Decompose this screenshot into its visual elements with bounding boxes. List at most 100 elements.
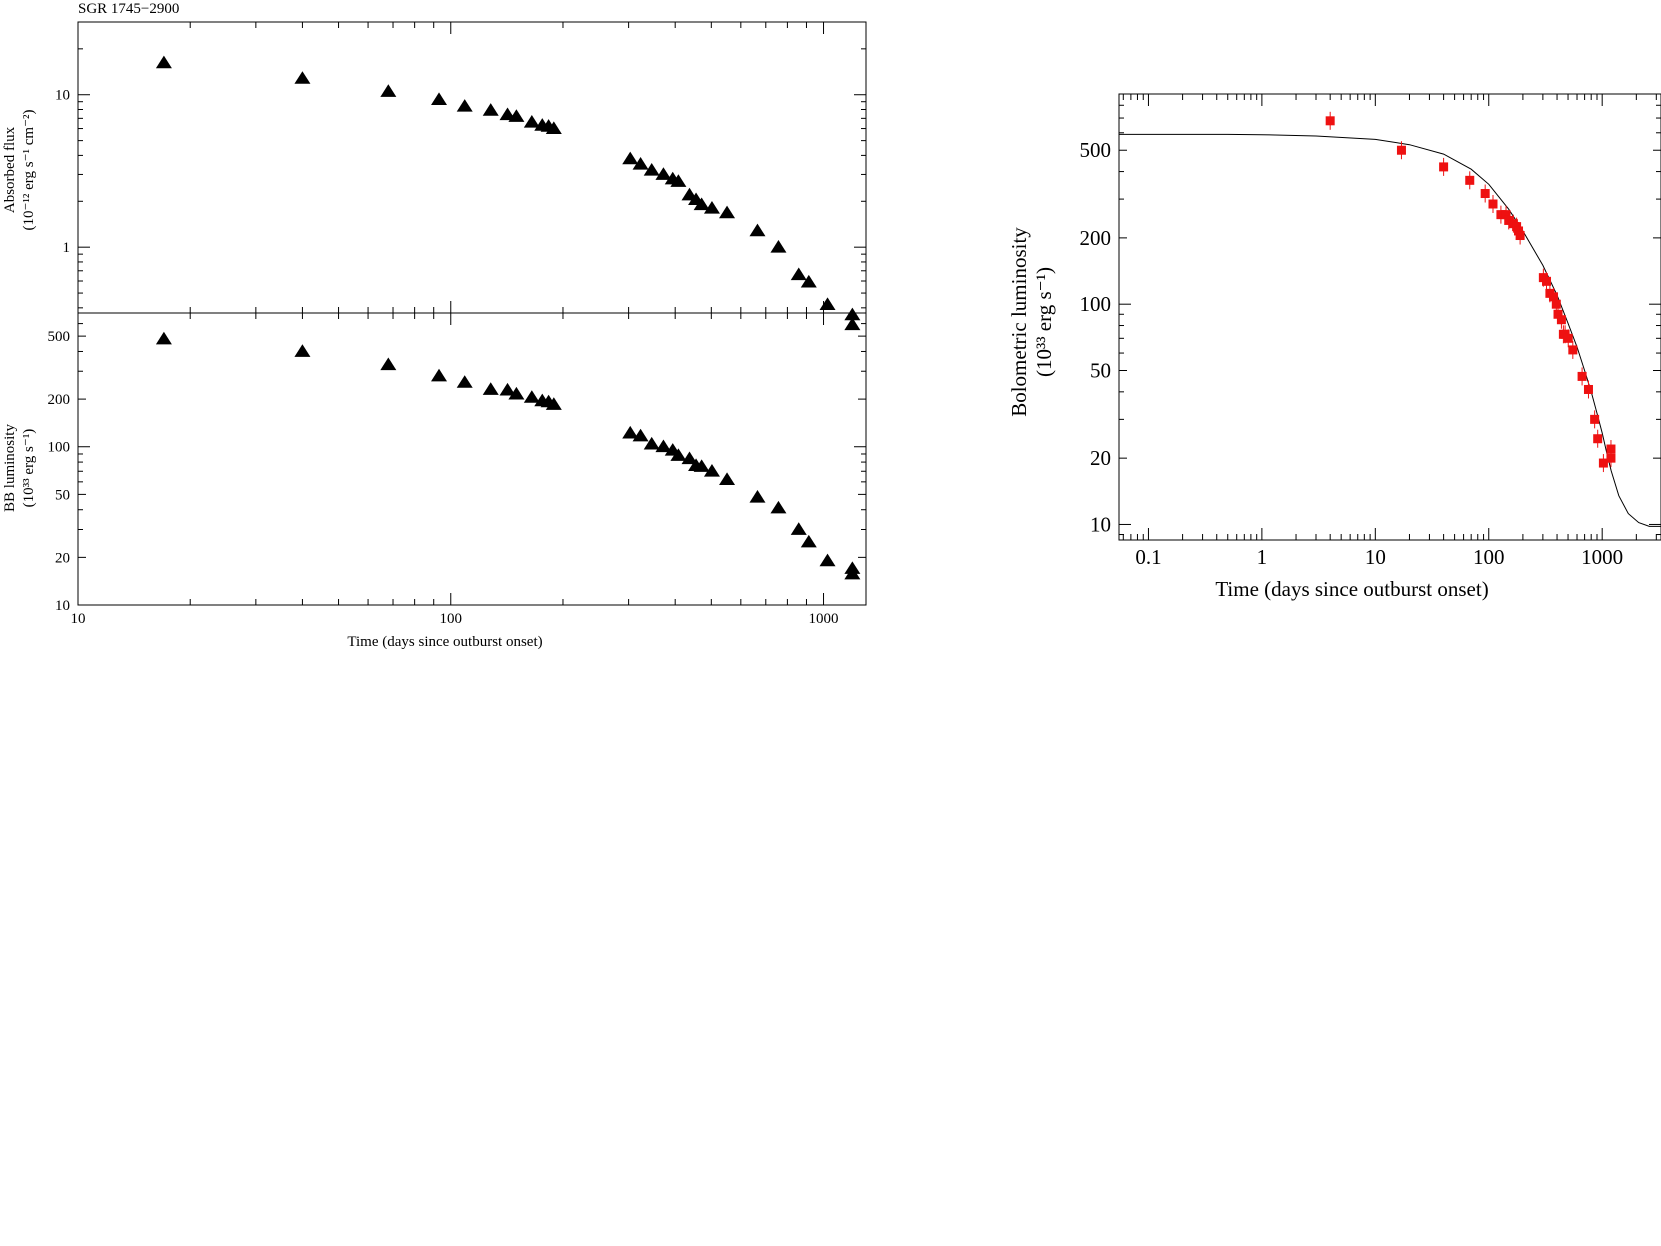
flux-data-point [670, 174, 687, 187]
bb-data-point [632, 428, 649, 442]
bol-data-point [1480, 189, 1490, 199]
bol-data-point [1501, 210, 1511, 220]
bb-data-point [800, 534, 817, 548]
bol-y-tick-label: 50 [1090, 358, 1111, 382]
flux-data-point [844, 317, 861, 331]
bol-y-label-title: Bolometric luminosity [1007, 227, 1031, 417]
flux-data-point [431, 92, 448, 105]
bol-y-tick-label: 20 [1090, 446, 1111, 470]
flux-y-axis-label: Absorbed flux (10⁻¹² erg s⁻¹ cm⁻²) [2, 109, 37, 230]
bb-data-point [749, 489, 766, 503]
bol-data-point [1439, 162, 1449, 172]
bb-y-tick-label: 500 [48, 329, 71, 345]
bol-x-tick-label: 0.1 [1135, 545, 1161, 569]
flux-data-point [499, 107, 516, 121]
bol-y-tick-label: 10 [1090, 512, 1111, 536]
flux-data-point [844, 307, 861, 321]
flux-axes: 1 10 [55, 21, 867, 314]
bb-x-axis-label: Time (days since outburst onset) [347, 634, 542, 650]
bol-y-tick-label: 500 [1080, 138, 1112, 162]
bol-x-tick-label: 1000 [1581, 545, 1623, 569]
bb-data-point [155, 331, 172, 345]
bb-data-point [622, 425, 639, 439]
bb-luminosity-panel: 10 100 1000 10 20 50 100 200 500 BB luminosity (… [2, 312, 867, 650]
bol-data-point [1563, 333, 1573, 343]
flux-data-point [482, 103, 499, 116]
flux-data-point [508, 109, 525, 122]
bb-data-point [681, 451, 698, 465]
bb-data-point [719, 472, 736, 485]
source-title: SGR 1745−2900 [78, 1, 179, 17]
bb-y-axis-label: BB luminosity (10³³ erg s⁻¹) [2, 424, 37, 512]
bol-x-tick-label: 100 [1473, 545, 1505, 569]
flux-data-point [155, 55, 172, 69]
bol-y-axis-label: Bolometric luminosity (10³³ erg s⁻¹) [1007, 227, 1056, 417]
bol-x-tick-label: 1 [1257, 545, 1268, 569]
flux-data-point [655, 167, 672, 180]
bol-data-point [1593, 434, 1603, 444]
flux-y-tick-label: 1 [63, 240, 71, 256]
bol-x-axis-label: Time (days since outburst onset) [1215, 577, 1488, 601]
bol-data-point [1488, 199, 1498, 209]
bolometric-luminosity-panel: 0.1 1 10 100 1000 10 20 50 100 200 500 Bolometric … [1007, 93, 1661, 601]
bb-data-point [643, 436, 660, 450]
bb-data-point [523, 390, 540, 403]
flux-data-point [790, 267, 807, 281]
bb-y-tick-label: 50 [55, 487, 70, 503]
flux-series [155, 55, 861, 331]
bol-data-point [1542, 276, 1552, 286]
flux-plot-frame [77, 21, 867, 314]
bol-data-point [1514, 226, 1524, 236]
flux-data-point [456, 99, 473, 112]
bb-data-point [294, 344, 311, 357]
bol-data-point [1551, 299, 1561, 309]
flux-data-point [819, 297, 836, 311]
bol-data-point [1606, 444, 1616, 454]
bol-plot-frame [1118, 93, 1661, 541]
bol-y-tick-label: 100 [1080, 292, 1112, 316]
bb-data-point [703, 464, 720, 477]
bb-data-point [380, 357, 397, 371]
model-curve-group [1119, 133, 1661, 527]
bol-data-point [1598, 458, 1608, 468]
bb-x-tick-label: 100 [440, 611, 463, 627]
bol-data-point [1496, 210, 1506, 220]
bol-data-point [1396, 145, 1406, 155]
flux-data-point [719, 205, 736, 219]
bb-data-point [790, 522, 807, 535]
bb-data-point [819, 553, 836, 567]
flux-y-tick-label: 10 [55, 88, 70, 104]
bb-plot-frame [77, 312, 867, 606]
bol-axes: 0.1 1 10 100 1000 10 20 50 100 200 500 [1080, 93, 1661, 569]
bol-data-point [1553, 309, 1563, 319]
bb-data-point [482, 382, 499, 395]
flux-data-point [643, 162, 660, 176]
flux-y-label-units: (10⁻¹² erg s⁻¹ cm⁻²) [21, 109, 37, 230]
bb-y-tick-label: 100 [48, 440, 71, 456]
bb-data-point [508, 386, 525, 400]
bol-data-point [1504, 215, 1514, 225]
bb-y-tick-label: 10 [55, 598, 70, 614]
bol-y-label-units: (10³³ erg s⁻¹) [1032, 267, 1056, 377]
bb-data-point [499, 382, 516, 396]
bb-axes: 10 100 1000 10 20 50 100 200 500 [48, 312, 867, 627]
bb-x-tick-label: 1000 [809, 611, 839, 627]
bol-x-tick-label: 10 [1365, 545, 1386, 569]
flux-data-point [294, 71, 311, 84]
bb-data-point [456, 375, 473, 388]
bb-y-tick-label: 20 [55, 550, 70, 566]
bol-data-point [1465, 175, 1475, 185]
flux-data-point [632, 157, 649, 170]
flux-data-point [622, 151, 639, 165]
flux-data-point [523, 115, 540, 128]
flux-data-point [770, 239, 787, 253]
bb-data-point [655, 439, 672, 453]
absorbed-flux-panel: 1 10 Absorbed flux (10⁻¹² erg s⁻¹ cm⁻²) [2, 21, 867, 331]
bol-y-tick-label: 200 [1080, 226, 1112, 250]
bol-data-point [1515, 231, 1525, 241]
flux-data-point [380, 84, 397, 97]
bol-data-point [1577, 371, 1587, 381]
bb-y-label-units: (10³³ erg s⁻¹) [21, 429, 37, 508]
bol-series [1325, 111, 1616, 473]
